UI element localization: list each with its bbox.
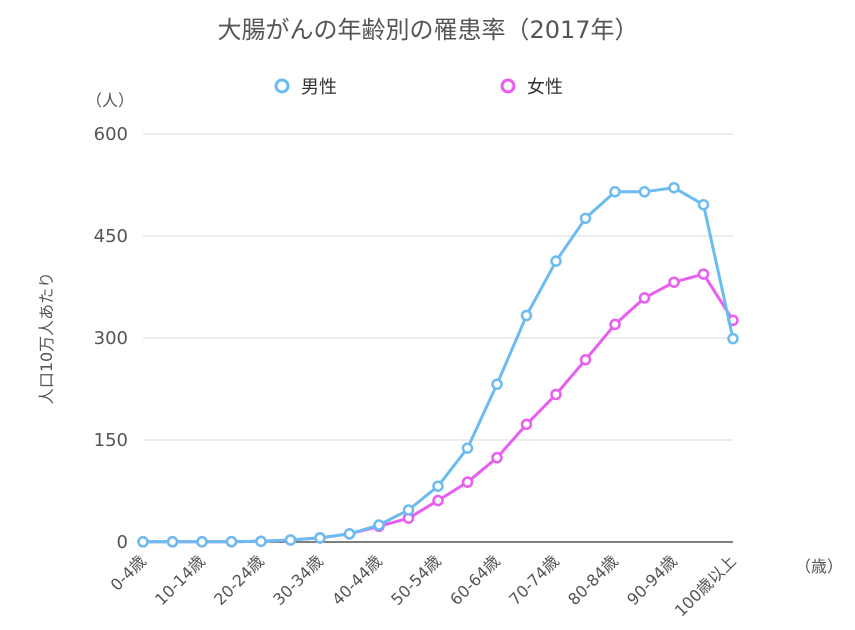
data-point [432, 494, 444, 507]
y-axis-label: 人口10万人あたり [37, 272, 56, 404]
y-tick-label: 600 [94, 124, 128, 145]
data-point [638, 292, 651, 304]
data-point [579, 354, 592, 366]
data-point [520, 309, 533, 322]
data-point [609, 318, 621, 331]
legend-marker [274, 78, 290, 94]
data-point [373, 519, 385, 531]
series-group [137, 268, 739, 548]
legend-label: 女性 [527, 77, 563, 98]
x-tick-label: 70-74歳 [505, 551, 563, 609]
data-point [284, 534, 297, 546]
grid [143, 133, 733, 543]
data-point [461, 442, 474, 454]
data-point [697, 268, 710, 280]
x-tick-label: 30-34歳 [269, 551, 327, 609]
data-point [255, 535, 267, 548]
legend-item: 女性 [500, 77, 563, 98]
y-unit-label: （人） [86, 91, 134, 110]
series [137, 181, 739, 548]
data-point [343, 528, 356, 540]
data-point [550, 255, 562, 267]
x-tick-label: 10-14歳 [151, 551, 209, 609]
chart-title: 大腸がんの年齢別の罹患率（2017年） [217, 16, 638, 44]
data-point [638, 186, 651, 198]
x-unit-label: （歳） [795, 557, 843, 576]
data-point [491, 378, 503, 390]
y-tick-label: 150 [94, 430, 128, 451]
legend-label: 男性 [301, 77, 337, 98]
y-tick-label: 0 [117, 532, 128, 553]
legend-marker [500, 78, 516, 94]
data-point [491, 451, 503, 464]
data-point [402, 504, 415, 516]
data-point [550, 388, 562, 401]
data-point [727, 332, 739, 345]
legend-item: 男性 [274, 77, 337, 98]
data-point [225, 535, 238, 548]
x-tick-label: 100歳以上 [671, 551, 740, 620]
y-tick-label: 300 [94, 328, 128, 349]
data-point [668, 276, 680, 288]
data-point [609, 186, 621, 198]
series-group [137, 181, 739, 548]
x-tick-label: 0-4歳 [107, 551, 150, 594]
data-point [432, 480, 444, 492]
data-point [579, 212, 592, 225]
data-point [520, 418, 533, 431]
x-tick-labels: 0-4歳 10-14歳 20-24歳 30-34歳 40-44歳 50-54歳 60-64歳… [107, 551, 740, 620]
x-tick-label: 20-24歳 [210, 551, 268, 609]
legend: 男性 女性 [274, 77, 563, 98]
x-tick-label: 80-84歳 [564, 551, 622, 609]
x-tick-label: 90-94歳 [623, 551, 681, 609]
x-tick-label: 50-54歳 [387, 551, 445, 609]
data-point [137, 536, 149, 548]
x-tick-label: 40-44歳 [328, 551, 386, 609]
data-point [166, 536, 179, 548]
x-tick-label: 60-64歳 [446, 551, 504, 609]
y-tick-label: 450 [94, 226, 128, 247]
data-point [697, 198, 710, 211]
data-point [196, 536, 208, 548]
y-tick-labels: 0 150 300 450 600 [94, 124, 128, 553]
data-point [314, 532, 326, 544]
data-point [461, 476, 474, 488]
data-point [668, 181, 680, 194]
